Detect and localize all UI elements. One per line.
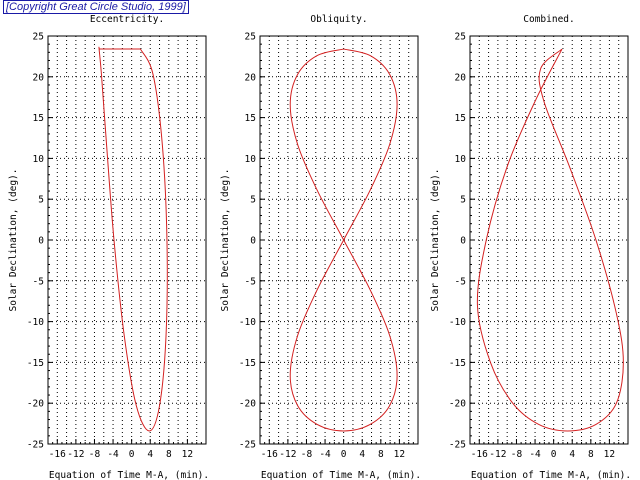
copyright-text: [Copyright Great Circle Studio, 1999] [3, 0, 189, 14]
x-tick-label: 12 [394, 449, 405, 460]
x-tick-label: 8 [166, 449, 172, 460]
y-axis-label: Solar Declination, (deg). [8, 169, 19, 312]
y-tick-label: 20 [455, 72, 467, 83]
x-tick-label: -12 [489, 449, 506, 460]
x-tick-label: -8 [511, 449, 523, 460]
y-axis-label: Solar Declination, (deg). [430, 169, 441, 312]
y-tick-label: 25 [33, 32, 44, 43]
chart-title: Obliquity. [310, 14, 367, 25]
x-tick-label: 8 [378, 449, 384, 460]
copyright-notice: [Copyright Great Circle Studio, 1999] [3, 0, 189, 14]
y-tick-label: 25 [245, 32, 256, 43]
x-tick-label: -12 [279, 449, 296, 460]
x-tick-label: -4 [107, 449, 119, 460]
y-tick-label: -15 [449, 358, 466, 369]
y-tick-label: -5 [33, 276, 44, 287]
plot-frame [259, 35, 419, 445]
chart-panel-2: Obliquity. -25 -20 -15 -10 -5 0 5 10 15 20 25 -16 -12… [220, 14, 421, 480]
x-tick-label: -8 [89, 449, 101, 460]
y-tick-label: 15 [455, 113, 466, 124]
x-axis-label: Equation of Time M-A, (min). [261, 470, 421, 480]
y-tick-label: 5 [460, 195, 466, 206]
y-tick-label: 0 [460, 236, 466, 247]
x-tick-label: -4 [529, 449, 541, 460]
y-tick-label: -10 [449, 317, 466, 328]
chart-title: Eccentricity. [90, 14, 164, 25]
y-tick-label: 0 [250, 236, 256, 247]
y-tick-label: -5 [245, 276, 256, 287]
x-tick-label: -8 [301, 449, 313, 460]
y-tick-label: 0 [38, 236, 44, 247]
series-line-eccentricity [98, 46, 168, 432]
y-tick-label: -10 [239, 317, 256, 328]
y-tick-label: -5 [455, 276, 466, 287]
x-tick-label: 4 [359, 449, 365, 460]
y-axis-label: Solar Declination, (deg). [220, 169, 231, 312]
x-tick-label: -12 [67, 449, 84, 460]
x-tick-label: -16 [261, 449, 278, 460]
x-tick-label: -4 [319, 449, 331, 460]
plot-frame [47, 35, 207, 445]
x-tick-label: 12 [182, 449, 193, 460]
y-tick-label: 15 [245, 113, 256, 124]
y-tick-label: 5 [250, 195, 256, 206]
x-tick-label: 8 [588, 449, 594, 460]
x-tick-label: -16 [471, 449, 488, 460]
x-tick-label: 0 [341, 449, 347, 460]
x-tick-label: 4 [147, 449, 153, 460]
y-tick-label: 10 [33, 154, 45, 165]
series-line-combined [476, 48, 624, 432]
x-axis-label: Equation of Time M-A, (min). [49, 470, 209, 480]
x-tick-label: -16 [49, 449, 66, 460]
y-tick-label: 10 [245, 154, 257, 165]
x-axis-label: Equation of Time M-A, (min). [471, 470, 631, 480]
y-tick-label: -25 [27, 440, 44, 451]
y-tick-label: 25 [455, 32, 466, 43]
y-tick-label: 20 [33, 72, 45, 83]
y-tick-label: 10 [455, 154, 467, 165]
y-tick-label: -10 [27, 317, 44, 328]
plot-frame [469, 35, 629, 445]
x-tick-label: 0 [129, 449, 135, 460]
y-tick-label: -20 [449, 399, 466, 410]
y-tick-label: -15 [27, 358, 44, 369]
y-tick-label: 5 [38, 195, 44, 206]
x-tick-label: 12 [604, 449, 615, 460]
y-tick-label: -20 [27, 399, 44, 410]
y-tick-label: -15 [239, 358, 256, 369]
y-tick-label: -25 [239, 440, 256, 451]
x-tick-label: 0 [551, 449, 557, 460]
y-tick-label: -25 [449, 440, 466, 451]
chart-title: Combined. [523, 14, 574, 25]
x-tick-label: 4 [569, 449, 575, 460]
y-tick-label: 20 [245, 72, 257, 83]
y-tick-label: -20 [239, 399, 256, 410]
series-line-obliquity [289, 48, 398, 432]
chart-panel-1: Eccentricity. -25 -20 -15 -10 -5 0 5 10 15 20 25 -16… [8, 14, 209, 480]
y-tick-label: 15 [33, 113, 44, 124]
